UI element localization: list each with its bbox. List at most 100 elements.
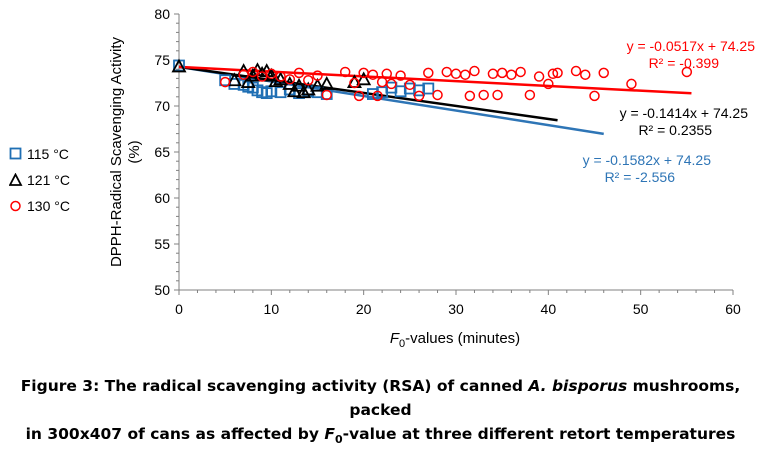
y-tick-label: 75: [154, 52, 170, 68]
data-point: [533, 71, 545, 82]
legend: 115 °C 121 °C 130 °C: [9, 141, 70, 219]
figure-caption: Figure 3: The radical scavenging activit…: [0, 374, 761, 452]
data-point: [589, 90, 600, 102]
y-tick-label: 70: [154, 98, 170, 114]
caption-f-subscript: 0: [334, 433, 343, 447]
data-point: [321, 89, 332, 101]
x-tick-label: 30: [448, 301, 464, 317]
data-point: [273, 71, 289, 86]
data-point: [296, 84, 312, 99]
circle-marker-icon: [10, 200, 21, 212]
data-point: [598, 67, 609, 79]
caption-text: Figure 3: The radical scavenging activit…: [20, 377, 529, 395]
x-tick-label: 20: [356, 301, 372, 317]
trendline-equation: y = -0.1582x + 74.25: [583, 152, 712, 168]
legend-label-115: 115 °C: [27, 146, 69, 162]
trendline-r-squared: R² = 0.2355: [638, 122, 712, 138]
y-tick-label: 80: [154, 6, 170, 22]
data-point: [432, 89, 443, 101]
data-point: [303, 74, 314, 86]
data-point: [367, 69, 379, 80]
legend-label-121: 121 °C: [27, 172, 70, 188]
data-point: [312, 70, 323, 81]
data-point: [681, 66, 693, 78]
data-point: [266, 68, 277, 80]
trendline-equation: y = -0.0517x + 74.25: [627, 38, 756, 54]
x-axis-label: F0-values (minutes): [390, 330, 520, 350]
legend-item-121: 121 °C: [9, 167, 70, 193]
data-point: [319, 76, 335, 90]
x-tick-label: 10: [264, 301, 280, 317]
data-point: [376, 76, 388, 88]
data-point: [349, 77, 360, 89]
data-point: [300, 81, 316, 96]
x-tick-label: 50: [633, 301, 649, 317]
y-axis-label-unit: (%): [126, 140, 143, 163]
data-point: [515, 66, 526, 78]
data-point: [478, 89, 489, 101]
data-point: [422, 82, 435, 95]
caption-line-2: in 300x407 of cans as affected by F0-val…: [0, 422, 761, 452]
caption-species: A. bisporus: [528, 377, 628, 395]
data-point: [464, 90, 476, 102]
x-axis-label-subscript: 0: [399, 338, 405, 350]
caption-text: mushrooms, packed: [349, 377, 741, 419]
caption-f-symbol: F: [324, 425, 335, 443]
x-tick-label: 40: [541, 301, 557, 317]
data-point: [372, 90, 383, 102]
y-tick-label: 65: [154, 144, 170, 160]
data-point: [570, 65, 582, 77]
data-point: [238, 69, 249, 80]
data-point: [219, 76, 231, 88]
data-point: [626, 78, 637, 90]
data-point: [404, 79, 416, 91]
data-point: [353, 90, 365, 102]
data-point: [441, 66, 453, 78]
data-point: [552, 67, 563, 79]
data-point: [226, 72, 242, 87]
trendline-r-squared: R² = -2.556: [605, 169, 676, 185]
data-point: [291, 77, 307, 92]
x-axis-label-prefix: F: [390, 330, 400, 347]
triangle-marker-icon: [9, 173, 23, 186]
data-point: [240, 74, 256, 88]
data-point: [293, 67, 305, 79]
y-tick-label: 50: [154, 282, 170, 298]
data-point: [339, 66, 351, 78]
data-point: [487, 68, 499, 80]
plot-area: 50 55 60 65 70 75 80 0 10 20 30 40 50 60 y = -0.0517x …: [154, 6, 755, 317]
caption-text: -value at three different retort tempera…: [342, 425, 736, 443]
data-point: [496, 67, 508, 79]
data-point: [247, 66, 259, 78]
data-point: [506, 69, 517, 80]
data-point: [381, 68, 392, 80]
trendline-equation: y = -0.1414x + 74.25: [620, 105, 749, 121]
data-point: [413, 90, 425, 102]
data-point: [580, 69, 591, 80]
x-tick-label: 60: [725, 301, 741, 317]
square-marker-icon: [9, 147, 22, 160]
data-point: [469, 65, 480, 77]
data-point: [386, 78, 397, 90]
caption-line-1: Figure 3: The radical scavenging activit…: [0, 374, 761, 422]
data-point: [275, 71, 286, 82]
data-point: [459, 69, 471, 80]
y-axis-label: DPPH-Radical Scavenging Activity: [108, 36, 125, 267]
data-point: [492, 89, 503, 101]
legend-item-115: 115 °C: [9, 141, 70, 167]
data-point: [256, 71, 268, 82]
legend-label-130: 130 °C: [27, 198, 70, 214]
trendline-r-squared: R² = -0.399: [649, 55, 720, 71]
data-point: [547, 68, 559, 80]
data-point: [524, 89, 536, 101]
data-point: [356, 71, 372, 86]
data-point: [284, 74, 296, 85]
legend-item-130: 130 °C: [9, 193, 70, 219]
scatter-chart: 50 55 60 65 70 75 80 0 10 20 30 40 50 60 y = -0.0517x …: [108, 6, 755, 350]
data-point: [395, 70, 406, 81]
data-point: [309, 77, 326, 92]
data-point: [543, 78, 554, 90]
data-point: [423, 67, 434, 79]
data-point: [450, 68, 462, 80]
data-point: [171, 58, 187, 73]
